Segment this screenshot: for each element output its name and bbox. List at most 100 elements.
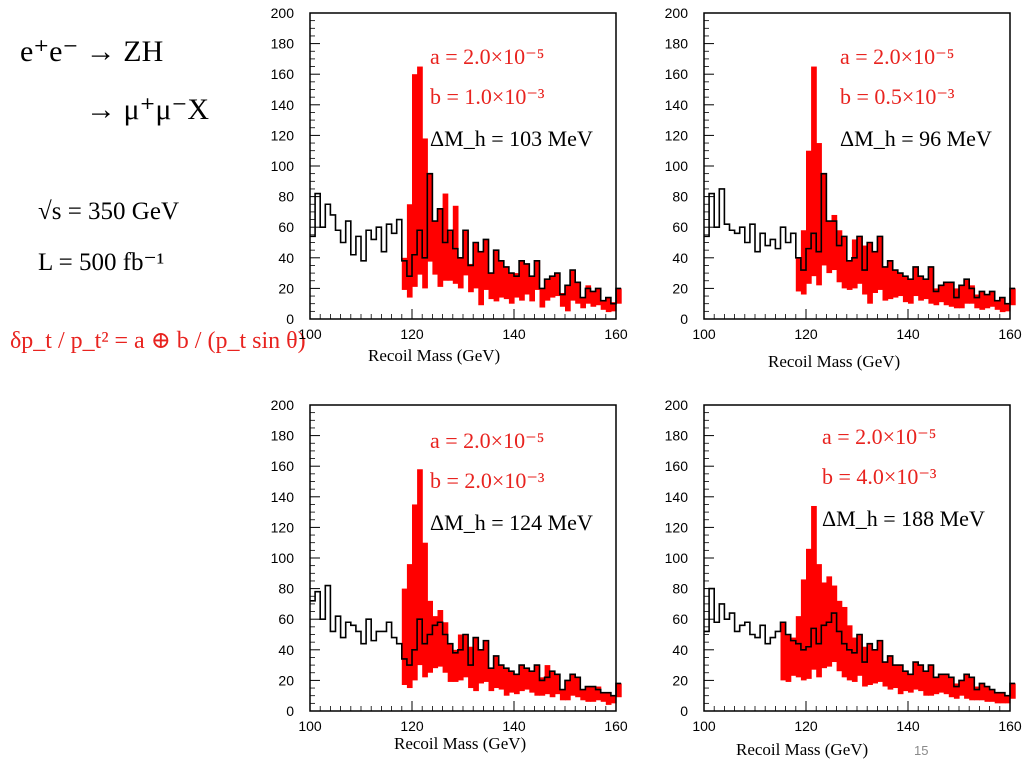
signal-bar [457, 634, 464, 681]
signal-bar [554, 674, 561, 695]
signal-bar [498, 665, 505, 690]
annotation-dm-1: ΔM_h = 103 MeV [430, 126, 593, 151]
signal-bar [534, 260, 541, 290]
signal-bar [908, 674, 914, 693]
signal-bar [432, 616, 439, 669]
signal-bar [811, 66, 817, 277]
signal-bar [1010, 288, 1016, 306]
signal-bar [580, 689, 586, 701]
x-tick-label: 100 [298, 326, 322, 342]
y-tick-label: 100 [665, 158, 689, 174]
signal-bar [605, 692, 612, 705]
signal-bar [590, 686, 597, 702]
x-tick-label: 100 [692, 326, 716, 342]
signal-bar [488, 273, 495, 300]
annotation-a-4: a = 2.0×10⁻⁵ [822, 424, 937, 449]
signal-bar [964, 674, 970, 699]
signal-bar [999, 297, 1006, 313]
signal-bar [867, 643, 873, 685]
signal-bar [524, 263, 530, 295]
signal-bar [913, 266, 919, 297]
signal-bar [401, 257, 408, 290]
signal-bar [427, 600, 433, 673]
x-axis-label-2: Recoil Mass (GeV) [768, 352, 901, 371]
signal-bar [401, 588, 408, 685]
signal-bar [539, 677, 546, 696]
signal-bar [831, 585, 838, 663]
signal-bar [923, 279, 929, 300]
signal-bar [928, 665, 935, 696]
annotation-b-2: b = 0.5×10⁻³ [840, 84, 955, 109]
x-tick-label: 160 [604, 326, 628, 342]
signal-bar [534, 665, 541, 696]
signal-bar [872, 251, 878, 293]
y-tick-label: 20 [278, 672, 294, 688]
signal-bar [616, 288, 622, 304]
y-tick-label: 200 [271, 5, 295, 21]
y-tick-label: 180 [271, 428, 295, 444]
histogram-outline [310, 172, 622, 305]
y-tick-label: 80 [672, 189, 688, 205]
signal-bar [984, 686, 991, 702]
signal-bar [529, 671, 535, 693]
signal-bar [498, 260, 505, 298]
signal-bar [412, 74, 418, 287]
y-tick-label: 120 [271, 127, 295, 143]
signal-bar [519, 260, 525, 301]
signal-bar [473, 637, 479, 692]
x-tick-label: 160 [604, 718, 628, 734]
signal-bar [790, 637, 797, 676]
signal-bar [857, 236, 863, 284]
signal-bar [800, 230, 807, 295]
histogram-svg-4: 0 20 40 60 80 100 120 140 160 180 200 100 120 140 160 [665, 397, 1022, 734]
signal-bar [549, 276, 556, 298]
signal-bar [406, 204, 413, 298]
signal-bar [1010, 683, 1016, 699]
signal-bar [605, 297, 612, 313]
signal-bar [933, 288, 940, 306]
signal-bar [979, 683, 986, 701]
signal-bar [452, 205, 459, 284]
signal-bar [514, 674, 520, 695]
y-tick-label: 160 [271, 66, 295, 82]
signal-bar [570, 674, 576, 696]
signal-bar [595, 686, 602, 701]
signal-bar [959, 285, 965, 309]
process-line-2: → μ⁺μ⁻X [86, 93, 210, 126]
signal-bar [943, 674, 950, 695]
signal-bar [483, 640, 490, 682]
histogram-svg-1: 0 20 40 60 80 100 120 140 160 180 200 100 120 140 160 [271, 5, 628, 342]
signal-bar [468, 646, 474, 689]
signal-bar [831, 214, 838, 271]
signal-bar [559, 292, 566, 307]
signal-bar [575, 282, 581, 304]
signal-bar [969, 285, 975, 304]
y-tick-label: 200 [665, 397, 689, 413]
signal-bar [539, 288, 546, 308]
process-line-1: e⁺e⁻ → ZH [20, 35, 164, 68]
signal-bar [918, 665, 924, 692]
signal-bar [478, 251, 484, 306]
y-tick-label: 100 [665, 550, 689, 566]
histogram-svg-2: 0 20 40 60 80 100 120 140 160 180 200 100 120 140 160 [665, 5, 1022, 342]
signal-bar [959, 680, 965, 696]
signal-bar [452, 649, 459, 682]
y-tick-label: 60 [672, 219, 688, 235]
y-tick-label: 80 [278, 581, 294, 597]
signal-bar [857, 634, 863, 676]
signal-bar [836, 600, 843, 672]
signal-bar [570, 270, 576, 301]
signal-bar [938, 285, 945, 303]
signal-bar [432, 221, 439, 275]
signal-bar [1004, 695, 1011, 704]
signal-bar [851, 239, 858, 289]
signal-bar [580, 297, 586, 309]
signal-bar [559, 689, 566, 701]
y-tick-label: 100 [271, 158, 295, 174]
signal-bar [964, 279, 970, 304]
signal-bar [422, 138, 428, 289]
signal-bar [867, 242, 873, 304]
x-tick-label: 100 [692, 718, 716, 734]
signal-bar [427, 173, 433, 262]
y-tick-label: 140 [665, 489, 689, 505]
